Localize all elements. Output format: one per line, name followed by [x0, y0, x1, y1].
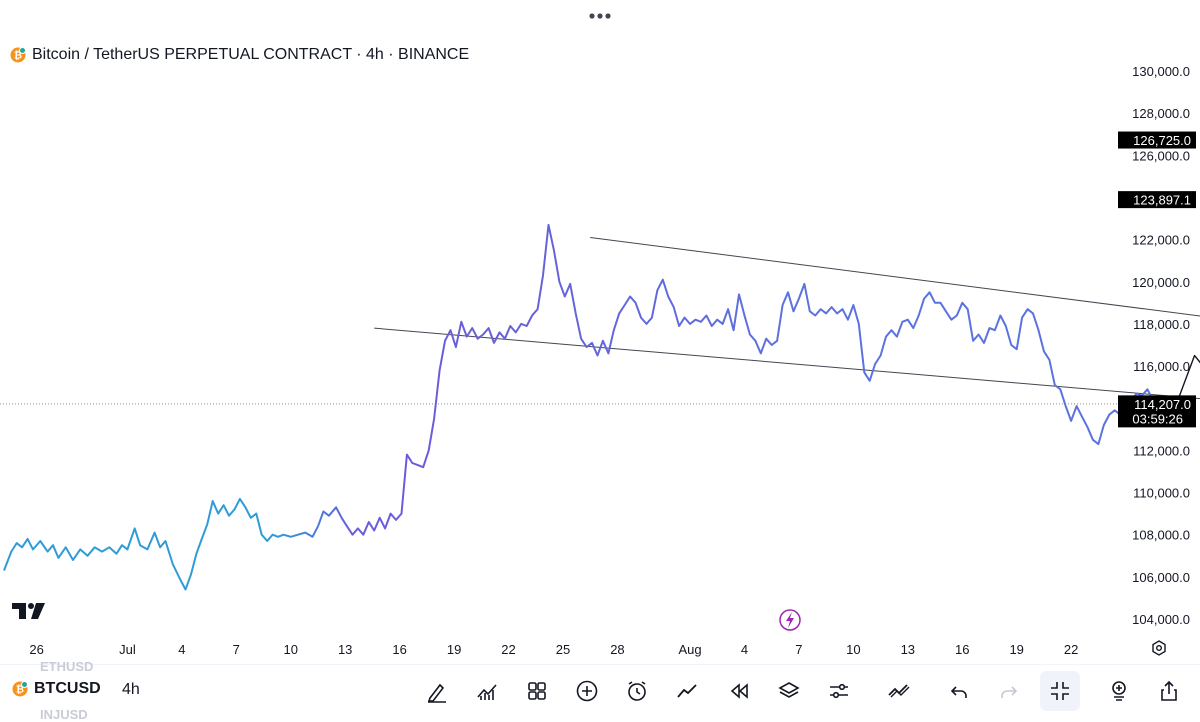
price-tick-label: 120,000.0 [1132, 275, 1190, 290]
projection-path[interactable] [1175, 147, 1200, 405]
price-line[interactable] [3, 223, 1165, 591]
price-tick-label: 112,000.0 [1133, 443, 1190, 458]
alert-button[interactable] [622, 676, 652, 706]
time-tick-label: 13 [338, 642, 352, 657]
replay-button[interactable] [724, 676, 754, 706]
countdown-label: 03:59:26 [1132, 411, 1183, 426]
add-icon [576, 680, 598, 702]
time-tick-label: 4 [741, 642, 748, 657]
settings-button[interactable] [824, 676, 854, 706]
symbol-list-next[interactable]: INJUSD [40, 707, 88, 722]
settings-icon [830, 683, 848, 699]
flash-icon[interactable] [779, 609, 801, 631]
time-tick-label: 25 [556, 642, 570, 657]
line-chart-button[interactable] [672, 676, 702, 706]
price-label-box [1118, 395, 1196, 428]
time-tick-label: 7 [233, 642, 240, 657]
price-labels: 126,725.0 123,897.1 114,207.003:59:26 [1118, 131, 1196, 428]
chart-header: ₿ Bitcoin / TetherUS PERPETUAL CONTRACT … [10, 44, 469, 66]
redo-icon [1001, 686, 1018, 698]
time-tick-label: 28 [610, 642, 624, 657]
price-tick-label: 128,000.0 [1132, 106, 1190, 121]
drawings-layer[interactable] [374, 139, 1200, 421]
line-chart-icon [677, 684, 697, 698]
add-button[interactable] [572, 676, 602, 706]
draw-button[interactable] [422, 676, 452, 706]
time-tick-label: 13 [901, 642, 915, 657]
zoom-in-button[interactable] [1104, 676, 1134, 706]
time-axis[interactable]: 26 Jul 4 7 10 13 16 19 22 25 28 Aug 4 7 10 13 16 19 22 [29, 642, 1078, 657]
more-options-icon[interactable] [588, 9, 612, 23]
time-tick-label: 16 [392, 642, 406, 657]
price-tick-label: 122,000.0 [1132, 233, 1190, 248]
undo-icon [950, 686, 967, 698]
price-tick-label: 130,000.0 [1132, 64, 1190, 79]
price-label-box [1118, 131, 1196, 149]
indicators-button[interactable] [472, 676, 502, 706]
bottom-toolbar [0, 664, 1200, 721]
fullscreen-toggle-button[interactable] [884, 676, 914, 706]
time-tick-label: Jul [119, 642, 136, 657]
price-label-text: 126,725.0 [1133, 133, 1191, 148]
bitcoin-icon: ₿ [12, 681, 28, 697]
undo-button[interactable] [944, 676, 974, 706]
layers-icon [778, 682, 800, 698]
fullscreen-toggle-icon [888, 684, 910, 698]
collapse-icon [1051, 682, 1069, 700]
price-chart[interactable]: 130,000.0 128,000.0 126,000.0 122,000.0 120,… [0, 0, 1200, 664]
bitcoin-icon: ₿ [10, 47, 26, 63]
symbol-label[interactable]: BTCUSD [34, 680, 101, 697]
draw-icon [427, 683, 446, 703]
price-label-text: 114,207.0 [1134, 397, 1191, 412]
time-tick-label: Aug [678, 642, 701, 657]
settings-gear-icon[interactable] [1152, 640, 1166, 656]
time-tick-label: 19 [1009, 642, 1023, 657]
channel-lower-line[interactable] [374, 327, 1200, 421]
price-label-text: 123,897.1 [1133, 193, 1191, 208]
symbol-selector[interactable]: ₿ BTCUSD [12, 680, 101, 698]
svg-text:₿: ₿ [16, 684, 24, 696]
layers-button[interactable] [774, 676, 804, 706]
price-tick-label: 126,000.0 [1132, 148, 1190, 163]
time-tick-label: 22 [1064, 642, 1078, 657]
price-tick-label: 106,000.0 [1132, 570, 1190, 585]
price-tick-label: 108,000.0 [1132, 528, 1190, 543]
apps-button[interactable] [522, 676, 552, 706]
svg-text:₿: ₿ [14, 50, 22, 62]
time-tick-label: 16 [955, 642, 969, 657]
time-tick-label: 7 [795, 642, 802, 657]
price-tick-label: 116,000.0 [1133, 359, 1190, 374]
price-tick-label: 110,000.0 [1133, 486, 1190, 501]
price-tick-label: 118,000.0 [1133, 317, 1190, 332]
apps-icon [528, 682, 546, 700]
zoom-in-icon [1112, 681, 1126, 701]
collapse-button[interactable] [1040, 671, 1080, 711]
time-tick-label: 26 [29, 642, 43, 657]
time-tick-label: 10 [284, 642, 298, 657]
price-label-box [1118, 191, 1196, 209]
time-tick-label: 19 [447, 642, 461, 657]
price-axis[interactable]: 130,000.0 128,000.0 126,000.0 122,000.0 120,… [1132, 64, 1190, 627]
replay-icon [730, 683, 748, 699]
share-button[interactable] [1154, 676, 1184, 706]
alert-icon [628, 681, 646, 701]
tradingview-logo[interactable] [12, 603, 46, 619]
share-icon [1161, 680, 1177, 701]
price-tick-label: 104,000.0 [1132, 612, 1190, 627]
channel-upper-line[interactable] [590, 237, 1200, 343]
redo-button[interactable] [994, 676, 1024, 706]
time-tick-label: 22 [501, 642, 515, 657]
time-tick-label: 10 [846, 642, 860, 657]
time-tick-label: 4 [178, 642, 185, 657]
interval-selector[interactable]: 4h [122, 681, 140, 698]
symbol-list-prev[interactable]: ETHUSD [40, 659, 94, 674]
symbol-title[interactable]: Bitcoin / TetherUS PERPETUAL CONTRACT · … [32, 46, 470, 63]
indicators-icon [477, 684, 497, 700]
